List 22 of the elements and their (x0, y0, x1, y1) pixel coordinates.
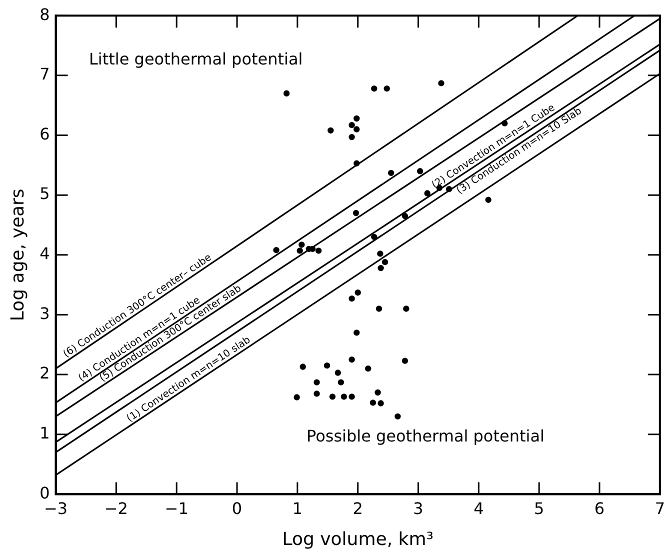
y-tick-label: 4 (40, 244, 50, 264)
x-tick-label: 7 (654, 498, 666, 518)
y-tick-label: 7 (40, 64, 50, 84)
annotation: Possible geothermal potential (306, 426, 544, 446)
annotation: Little geothermal potential (89, 50, 303, 69)
x-tick-label: 1 (292, 498, 303, 518)
y-tick-label: 8 (40, 4, 50, 24)
x-tick-label: −2 (104, 498, 128, 518)
x-tick-label: 2 (352, 498, 363, 518)
x-tick-label: −1 (164, 498, 188, 518)
x-tick-label: 0 (232, 498, 242, 518)
x-tick-label: 4 (474, 498, 484, 518)
y-tick-label: 1 (40, 424, 50, 443)
y-tick-label: 5 (40, 184, 50, 204)
x-tick-label: 3 (413, 498, 424, 518)
y-tick-label: 3 (40, 304, 50, 323)
x-axis-title: Log volume, km³ (282, 528, 434, 550)
y-axis-title: Log age, years (7, 188, 28, 322)
x-tick-label: 5 (534, 498, 544, 518)
x-tick-label: 6 (594, 498, 605, 518)
y-tick-label: 6 (40, 124, 50, 144)
y-tick-label: 2 (40, 364, 50, 383)
